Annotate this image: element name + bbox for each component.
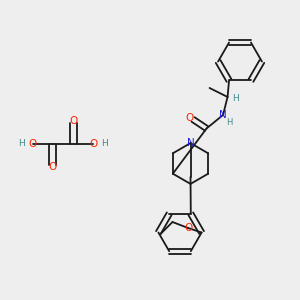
Text: N: N — [187, 138, 194, 148]
Text: H: H — [232, 94, 238, 103]
Text: O: O — [185, 113, 194, 123]
Text: H: H — [101, 140, 108, 148]
Text: H: H — [226, 118, 233, 127]
Text: O: O — [29, 139, 37, 149]
Text: O: O — [48, 161, 57, 172]
Text: H: H — [18, 140, 25, 148]
Text: O: O — [184, 223, 192, 233]
Text: O: O — [69, 116, 78, 127]
Text: N: N — [219, 110, 227, 120]
Text: O: O — [89, 139, 97, 149]
